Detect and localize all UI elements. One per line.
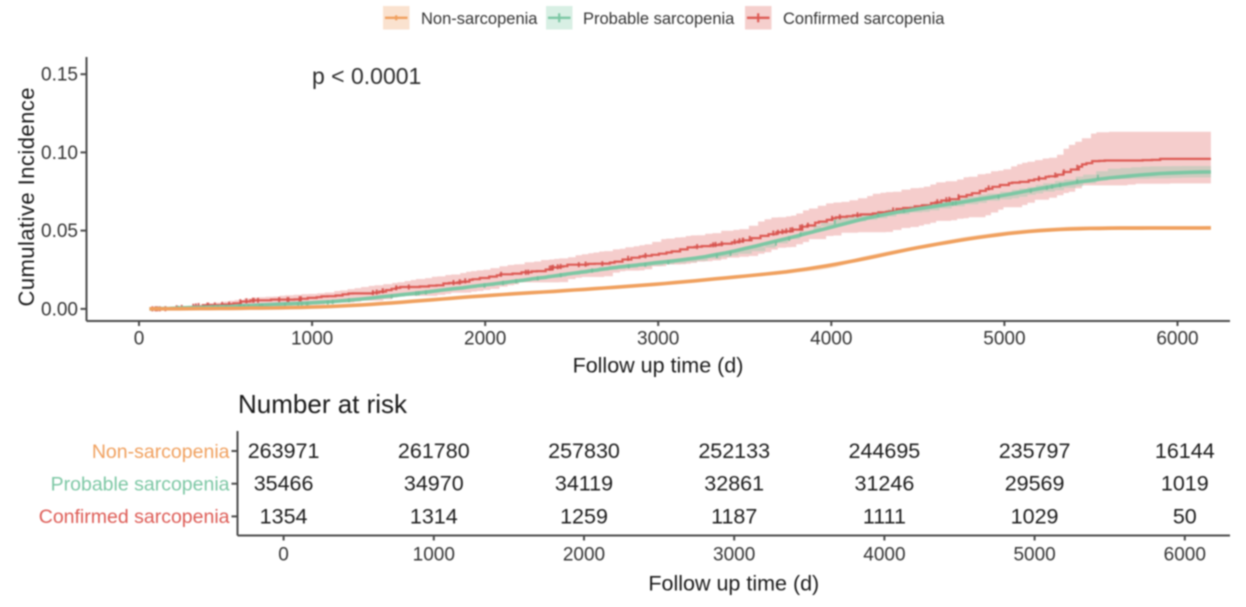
svg-text:16144: 16144 [1155,439,1215,463]
svg-text:34119: 34119 [555,472,613,496]
svg-text:2000: 2000 [563,545,605,566]
svg-text:257830: 257830 [548,439,620,463]
svg-text:1029: 1029 [1011,504,1059,528]
svg-text:261780: 261780 [398,439,470,463]
svg-text:244695: 244695 [849,439,921,463]
svg-text:6000: 6000 [1156,329,1198,350]
svg-text:1000: 1000 [291,329,333,350]
svg-text:0.15: 0.15 [41,65,78,86]
svg-text:5000: 5000 [1013,545,1055,566]
svg-text:235797: 235797 [999,439,1071,463]
svg-text:Probable sarcopenia: Probable sarcopenia [51,474,230,496]
svg-text:0.00: 0.00 [41,299,78,320]
svg-text:3000: 3000 [713,545,755,566]
svg-text:1000: 1000 [413,545,455,566]
svg-text:4000: 4000 [810,329,852,350]
svg-text:1314: 1314 [410,504,458,528]
svg-text:p < 0.0001: p < 0.0001 [312,63,421,89]
svg-text:50: 50 [1173,504,1197,528]
svg-text:0.05: 0.05 [41,221,78,242]
svg-text:Number at risk: Number at risk [238,389,408,419]
svg-text:Confirmed sarcopenia: Confirmed sarcopenia [783,10,945,28]
svg-text:252133: 252133 [698,439,770,463]
svg-text:6000: 6000 [1164,545,1206,566]
svg-text:0: 0 [278,545,289,566]
svg-text:263971: 263971 [248,439,320,463]
svg-text:Confirmed sarcopenia: Confirmed sarcopenia [39,506,230,528]
svg-text:34970: 34970 [404,472,464,496]
svg-text:Non-sarcopenia: Non-sarcopenia [92,441,230,463]
svg-text:Probable sarcopenia: Probable sarcopenia [583,10,735,28]
svg-text:31246: 31246 [855,472,915,496]
svg-text:3000: 3000 [637,329,679,350]
svg-text:1354: 1354 [260,504,308,528]
svg-text:5000: 5000 [983,329,1025,350]
svg-text:35466: 35466 [254,472,314,496]
svg-text:Non-sarcopenia: Non-sarcopenia [421,10,538,28]
svg-text:1187: 1187 [711,504,757,528]
svg-text:32861: 32861 [704,472,764,496]
svg-text:1019: 1019 [1161,472,1209,496]
svg-text:1259: 1259 [560,504,608,528]
svg-text:29569: 29569 [1005,472,1065,496]
svg-text:0.10: 0.10 [41,143,78,164]
svg-text:1111: 1111 [863,504,906,528]
svg-text:4000: 4000 [863,545,905,566]
svg-text:2000: 2000 [464,329,506,350]
svg-text:Follow up time (d): Follow up time (d) [648,572,819,596]
svg-text:Cumulative Incidence: Cumulative Incidence [14,88,39,307]
svg-text:Follow up time (d): Follow up time (d) [573,354,744,378]
svg-text:0: 0 [134,329,145,350]
